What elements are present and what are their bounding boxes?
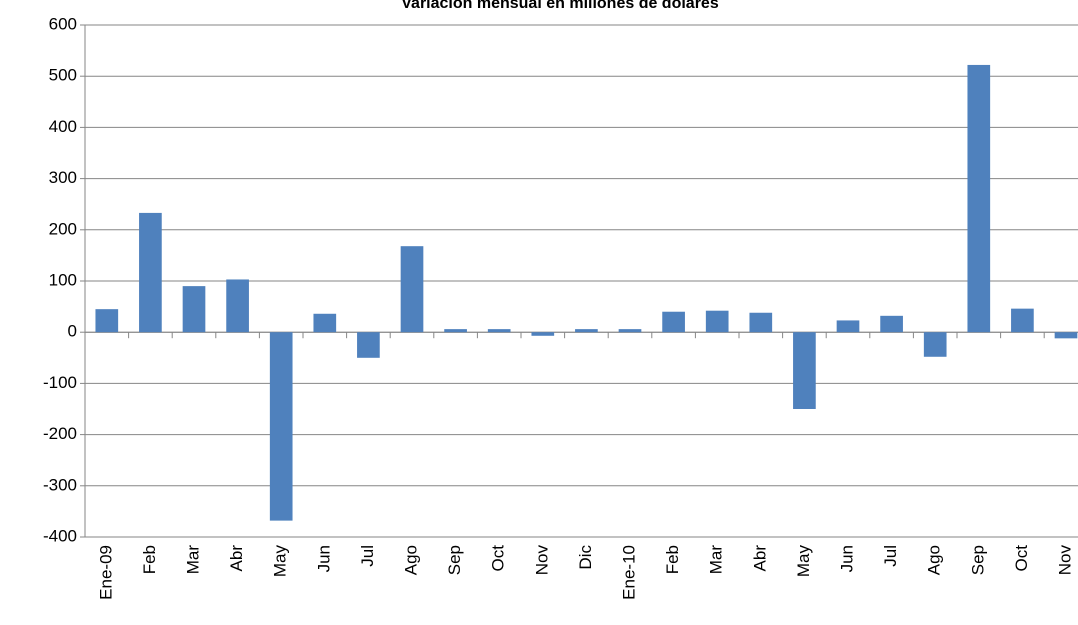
- x-tick-label: Sep: [968, 545, 987, 575]
- bar: [923, 332, 947, 357]
- x-tick-label: Ago: [925, 545, 944, 575]
- bar: [662, 311, 685, 333]
- bar: [880, 315, 903, 333]
- y-tick-label: 100: [49, 270, 77, 289]
- x-tick-label: Dic: [576, 545, 595, 570]
- y-tick-label: 400: [49, 117, 77, 136]
- x-tick-label: Abr: [227, 545, 246, 572]
- x-tick-label: Abr: [750, 545, 769, 572]
- bar: [95, 309, 119, 333]
- y-tick-label: 0: [68, 322, 77, 341]
- bar: [749, 312, 773, 333]
- bar: [182, 286, 206, 333]
- bar: [139, 212, 162, 333]
- bar: [400, 246, 424, 333]
- x-tick-label: Jul: [358, 545, 377, 567]
- bar: [575, 329, 598, 333]
- x-tick-label: May: [271, 545, 290, 578]
- bar: [226, 279, 249, 333]
- x-tick-label: Oct: [489, 545, 508, 572]
- bar: [531, 332, 555, 336]
- x-tick-label: Ago: [401, 545, 420, 575]
- y-tick-label: 300: [49, 168, 77, 187]
- y-tick-label: -200: [43, 424, 77, 443]
- x-tick-label: Ene-09: [96, 545, 115, 600]
- bar: [618, 329, 642, 333]
- x-tick-label: Oct: [1012, 545, 1031, 572]
- x-tick-label: Nov: [532, 545, 551, 576]
- x-tick-label: Nov: [1055, 545, 1074, 576]
- x-tick-label: Jul: [881, 545, 900, 567]
- bar: [269, 332, 293, 521]
- bar: [793, 332, 816, 409]
- chart-title: Variación mensual en millones de dólares: [401, 0, 719, 12]
- y-tick-label: 500: [49, 66, 77, 85]
- x-tick-label: Sep: [445, 545, 464, 575]
- y-tick-label: 600: [49, 14, 77, 33]
- bar: [705, 310, 729, 333]
- x-tick-label: Feb: [140, 545, 159, 574]
- y-tick-label: 200: [49, 219, 77, 238]
- x-tick-label: Mar: [707, 545, 726, 575]
- x-tick-label: May: [794, 545, 813, 578]
- x-tick-label: Jun: [837, 545, 856, 572]
- bar: [1054, 332, 1078, 339]
- y-tick-label: -400: [43, 526, 77, 545]
- bar: [313, 313, 337, 333]
- x-tick-label: Mar: [183, 545, 202, 575]
- bar: [1011, 308, 1034, 333]
- bar: [444, 329, 467, 333]
- y-tick-label: -300: [43, 475, 77, 494]
- bar: [357, 332, 380, 358]
- x-tick-label: Jun: [314, 545, 333, 572]
- bar: [836, 320, 860, 333]
- y-tick-label: -100: [43, 373, 77, 392]
- x-tick-label: Ene-10: [619, 545, 638, 600]
- x-tick-label: Feb: [663, 545, 682, 574]
- bar: [487, 329, 511, 333]
- bar: [967, 64, 991, 333]
